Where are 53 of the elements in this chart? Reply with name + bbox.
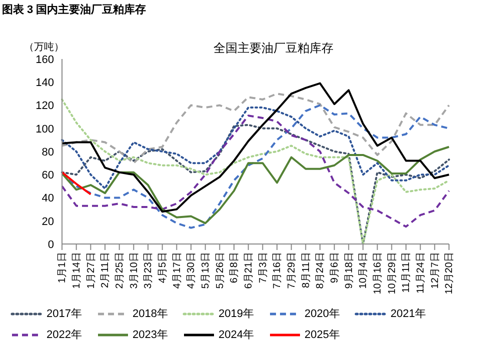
x-tick-label: 1月1日: [57, 252, 68, 284]
line-series: [61, 82, 450, 213]
x-tick-label: 2月11日: [100, 252, 112, 288]
x-tick-label: 7月29日: [286, 252, 298, 289]
legend-label: 2023年: [132, 328, 168, 342]
x-tick-label: 4月30日: [186, 252, 198, 289]
x-tick-label: 1月27日: [86, 252, 97, 289]
x-tick-label: 3月23日: [143, 252, 154, 289]
x-tick-label: 1月14日: [71, 252, 82, 289]
x-tick-label: 9月18日: [344, 252, 355, 289]
x-tick-label: 8月11日: [300, 252, 312, 288]
x-tick-label: 11月24日: [415, 252, 426, 294]
line-series: [61, 146, 450, 224]
legend-label: 2017年: [46, 307, 82, 321]
legend-label: 2024年: [218, 328, 254, 342]
legend-label: 2021年: [390, 307, 426, 321]
legend-label: 2025年: [304, 328, 340, 342]
x-tick-label: 2月25日: [114, 252, 126, 289]
y-tick-label: 40: [42, 192, 54, 205]
y-tick-label: 80: [42, 146, 54, 158]
x-tick-label: 10月16日: [372, 252, 384, 294]
x-tick-label: 12月20日: [444, 252, 456, 294]
x-tick-label: 10月29日: [386, 252, 398, 294]
y-tick-label: 160: [36, 54, 54, 66]
x-tick-label: 3月10日: [128, 252, 140, 289]
x-tick-label: 8月24日: [315, 252, 326, 289]
legend-label: 2022年: [46, 328, 82, 342]
y-tick-label: 0: [48, 238, 54, 251]
x-tick-label: 7月3日: [258, 252, 269, 284]
x-tick-label: 5月26日: [214, 252, 226, 289]
text: 图表 3 国内主要油厂豆粕库存: [2, 2, 146, 17]
legend-label: 2018年: [132, 307, 168, 321]
x-tick-label: 4月5日: [157, 252, 168, 284]
x-tick-label: 4月17日: [172, 252, 183, 289]
y-tick-label: 100: [36, 123, 54, 136]
chart-title: 全国主要油厂豆粕库存: [214, 41, 334, 55]
legend-label: 2020年: [304, 307, 340, 321]
x-tick-label: 9月6日: [329, 252, 340, 284]
y-tick-label: 60: [42, 170, 54, 182]
x-tick-label: 12月7日: [430, 252, 441, 289]
line-series: [61, 92, 450, 164]
x-tick-label: 10月4日: [358, 252, 370, 289]
x-tick-label: 6月21日: [243, 252, 254, 289]
y-tick-label: 140: [36, 77, 54, 90]
y-axis-title: （万吨）: [24, 40, 64, 54]
y-tick-label: 20: [42, 216, 54, 228]
x-tick-label: 11月11日: [401, 252, 412, 293]
x-tick-label: 7月16日: [272, 252, 284, 289]
y-tick-label: 120: [36, 100, 54, 112]
line-series: [61, 106, 450, 190]
x-tick-label: 5月13日: [200, 252, 212, 289]
x-tick-label: 6月8日: [229, 252, 240, 284]
legend-label: 2019年: [218, 307, 254, 321]
